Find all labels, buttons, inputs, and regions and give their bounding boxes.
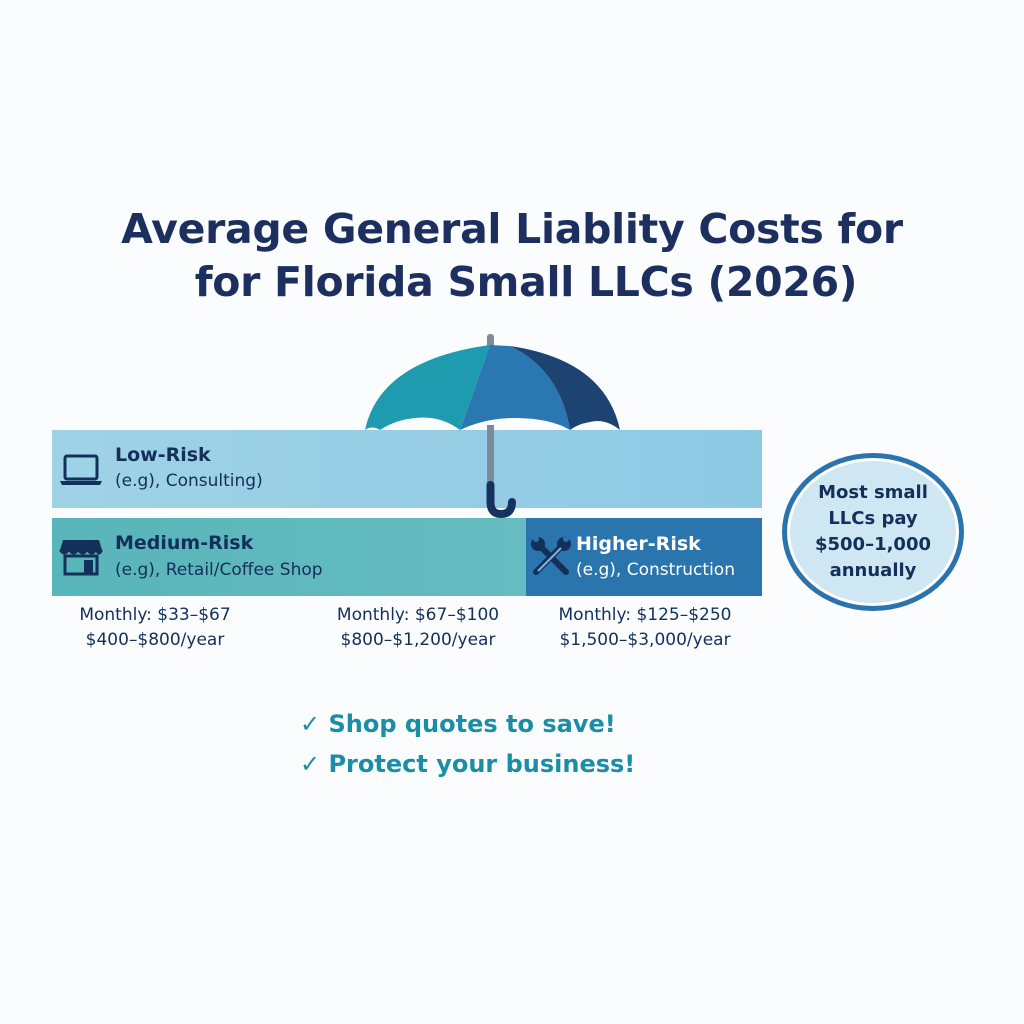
title-line-1: Average General Liablity Costs for — [121, 205, 903, 253]
cta-text: Protect your business! — [328, 750, 636, 778]
low-risk-band — [52, 430, 762, 508]
medium-risk-band — [52, 518, 526, 596]
higher-risk-monthly: Monthly: $125–$250 — [558, 605, 732, 625]
low-risk-example: (e.g), Consulting) — [115, 471, 263, 491]
low-risk-monthly: Monthly: $33–$67 — [79, 605, 231, 625]
medium-risk-yearly: $800–$1,200/year — [340, 630, 496, 650]
cta-protect-business: ✓ Protect your business! — [300, 750, 635, 778]
medium-risk-example: (e.g), Retail/Coffee Shop — [115, 560, 323, 580]
title-line-2: for Florida Small LLCs (2026) — [194, 258, 858, 306]
higher-risk-price: Monthly: $125–$250 $1,500–$3,000/year — [535, 603, 755, 653]
callout-line-2: LLCs pay — [828, 508, 918, 529]
low-risk-yearly: $400–$800/year — [85, 630, 225, 650]
umbrella-icon — [365, 334, 620, 519]
higher-risk-yearly: $1,500–$3,000/year — [559, 630, 731, 650]
medium-risk-price: Monthly: $67–$100 $800–$1,200/year — [308, 603, 528, 653]
low-risk-price: Monthly: $33–$67 $400–$800/year — [45, 603, 265, 653]
higher-risk-label: Higher-Risk — [576, 533, 701, 555]
laptop-icon — [60, 454, 102, 485]
higher-risk-example: (e.g), Construction — [576, 560, 735, 580]
wrench-tools-icon — [531, 536, 571, 575]
callout-line-3: $500–1,000 — [814, 534, 932, 555]
medium-risk-monthly: Monthly: $67–$100 — [336, 605, 500, 625]
check-icon: ✓ — [300, 750, 321, 778]
cta-text: Shop quotes to save! — [328, 710, 616, 738]
storefront-icon — [59, 540, 103, 576]
cta-shop-quotes: ✓ Shop quotes to save! — [300, 710, 616, 738]
medium-risk-label: Medium-Risk — [115, 532, 254, 554]
callout-line-1: Most small — [818, 482, 928, 503]
check-icon: ✓ — [300, 710, 321, 738]
callout-line-4: annually — [829, 560, 917, 581]
summary-callout: Most small LLCs pay $500–1,000 annually — [782, 453, 964, 611]
higher-risk-band — [526, 518, 762, 596]
low-risk-label: Low-Risk — [115, 444, 211, 466]
